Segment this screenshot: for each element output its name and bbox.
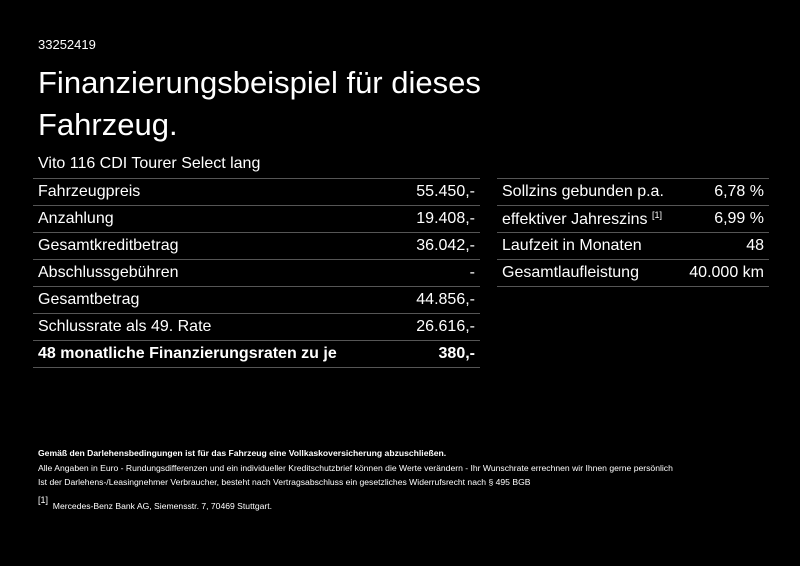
label: Gesamtbetrag <box>38 291 139 309</box>
label-text: Gesamtkreditbetrag <box>38 237 179 254</box>
footer: Gemäß den Darlehensbedingungen ist für d… <box>38 446 778 513</box>
footer-line: Ist der Darlehens-/Leasingnehmer Verbrau… <box>38 477 531 487</box>
label: Gesamtlaufleistung <box>502 264 639 282</box>
label: 48 monatliche Finanzierungsraten zu je <box>38 345 337 363</box>
label-text: 48 monatliche Finanzierungsraten zu je <box>38 345 337 362</box>
left-table: Fahrzeugpreis 55.450,- Anzahlung 19.408,- Ge… <box>33 178 480 368</box>
row: Abschlussgebühren - <box>33 260 480 287</box>
row: Fahrzeugpreis 55.450,- <box>33 179 480 206</box>
label-text: Gesamtlaufleistung <box>502 264 639 281</box>
value: 6,78 % <box>714 183 764 200</box>
row: Schlussrate als 49. Rate 26.616,- <box>33 314 480 341</box>
label-text: Sollzins gebunden p.a. <box>502 183 664 200</box>
label: Abschlussgebühren <box>38 264 179 282</box>
row: effektiver Jahreszins [1] 6,99 % <box>497 206 769 233</box>
row: Gesamtlaufleistung 40.000 km <box>497 260 769 287</box>
label-text: Laufzeit in Monaten <box>502 237 642 254</box>
row: Laufzeit in Monaten 48 <box>497 233 769 260</box>
row: Sollzins gebunden p.a. 6,78 % <box>497 179 769 206</box>
label: Anzahlung <box>38 210 114 228</box>
right-table: Sollzins gebunden p.a. 6,78 % effektiver J… <box>497 178 769 287</box>
value: 19.408,- <box>416 210 475 227</box>
label-text: Abschlussgebühren <box>38 264 179 281</box>
value: 48 <box>746 237 764 254</box>
label-text: effektiver Jahreszins <box>502 210 648 228</box>
value: 40.000 km <box>689 264 764 281</box>
footnote: [1] Mercedes-Benz Bank AG, Siemensstr. 7… <box>38 493 778 514</box>
footnote-marker: [1] <box>38 494 49 505</box>
notice: Gemäß den Darlehensbedingungen ist für d… <box>38 448 447 458</box>
value: 36.042,- <box>416 237 475 254</box>
footnote-ref: [1] <box>652 209 663 220</box>
label: Schlussrate als 49. Rate <box>38 318 211 336</box>
label: Laufzeit in Monaten <box>502 237 642 255</box>
label: Gesamtkreditbetrag <box>38 237 179 255</box>
label: Fahrzeugpreis <box>38 183 140 201</box>
label: Sollzins gebunden p.a. <box>502 183 664 201</box>
value: - <box>469 264 475 281</box>
label-text: Schlussrate als 49. Rate <box>38 318 212 335</box>
label-text: Anzahlung <box>38 210 114 227</box>
model: Vito 116 CDI Tourer Select lang <box>38 155 261 172</box>
row: Gesamtkreditbetrag 36.042,- <box>33 233 480 260</box>
value: 44.856,- <box>416 291 475 308</box>
footer-line: Alle Angaben in Euro - Rundungsdifferenz… <box>38 462 673 473</box>
value: 55.450,- <box>416 183 475 200</box>
document-id: 33252419 <box>38 37 96 52</box>
row: Anzahlung 19.408,- <box>33 206 480 233</box>
value: 6,99 % <box>714 210 764 227</box>
row: Gesamtbetrag 44.856,- <box>33 287 480 314</box>
row: 48 monatliche Finanzierungsraten zu je 38… <box>33 341 480 368</box>
value: 26.616,- <box>416 318 475 335</box>
value: 380,- <box>438 345 475 362</box>
title: Finanzierungsbeispiel für dieses Fahrzeu… <box>38 65 481 142</box>
label-text: Gesamtbetrag <box>38 291 140 308</box>
label: effektiver Jahreszins [1] <box>502 210 662 229</box>
label-text: Fahrzeugpreis <box>38 183 141 200</box>
footnote-text: Mercedes-Benz Bank AG, Siemensstr. 7, 70… <box>52 500 273 511</box>
